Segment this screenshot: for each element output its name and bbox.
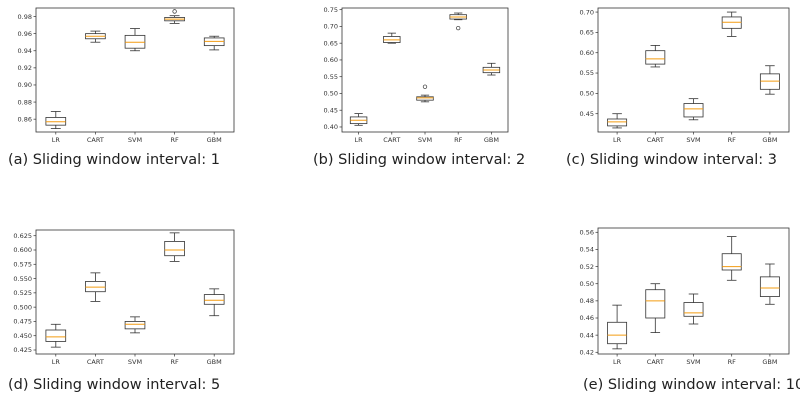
y-tick-label: 0.42 xyxy=(580,348,594,356)
plot-frame xyxy=(35,7,235,133)
y-tick-label: 0.55 xyxy=(580,69,594,77)
y-tick-label: 0.56 xyxy=(580,228,594,236)
box xyxy=(203,294,225,305)
x-tick-label: GBM xyxy=(484,136,499,144)
y-tick-label: 0.98 xyxy=(18,13,32,21)
boxplot-b: 0.40 0.45 0.50 0.55 0.60 0.65 0.70 0.75 LR CART SV… xyxy=(324,6,509,144)
x-tick-label: LR xyxy=(52,358,61,366)
x-tick-label: SVM xyxy=(686,358,700,366)
box xyxy=(759,276,780,297)
box xyxy=(164,241,185,257)
y-tick-label: 0.75 xyxy=(324,6,338,14)
x-tick-label: RF xyxy=(170,358,179,366)
y-tick-label: 0.90 xyxy=(18,81,32,89)
y-tick-label: 0.65 xyxy=(324,39,338,47)
x-tick-label: SVM xyxy=(418,136,432,144)
y-tick-label: 0.94 xyxy=(18,47,32,55)
x-tick-label: CART xyxy=(87,136,104,144)
x-tick-label: RF xyxy=(170,136,179,144)
y-tick-label: 0.450 xyxy=(13,332,32,340)
box xyxy=(124,321,146,330)
x-tick-label: RF xyxy=(728,136,737,144)
x-tick-label: RF xyxy=(728,358,737,366)
y-tick-label: 0.500 xyxy=(13,303,32,311)
y-tick-label: 0.96 xyxy=(18,30,32,38)
outlier-point xyxy=(422,84,428,89)
y-tick-label: 0.600 xyxy=(13,246,32,254)
y-tick-label: 0.625 xyxy=(13,232,32,240)
x-tick-label: GBM xyxy=(207,358,222,366)
box xyxy=(416,96,434,101)
y-tick-label: 0.92 xyxy=(18,64,32,72)
y-tick-label: 0.575 xyxy=(13,260,32,268)
box xyxy=(645,50,666,65)
x-tick-label: LR xyxy=(355,136,364,144)
caption-a: (a) Sliding window interval: 1 xyxy=(8,152,220,168)
y-tick-label: 0.48 xyxy=(580,297,594,305)
x-tick-label: RF xyxy=(454,136,463,144)
y-tick-label: 0.45 xyxy=(580,110,594,118)
y-tick-label: 0.60 xyxy=(580,49,594,57)
y-tick-label: 0.50 xyxy=(580,90,594,98)
caption-b: (b) Sliding window interval: 2 xyxy=(313,152,526,168)
y-tick-label: 0.88 xyxy=(18,98,32,106)
box xyxy=(683,302,704,317)
y-tick-label: 0.40 xyxy=(324,123,338,131)
box xyxy=(85,281,106,293)
box xyxy=(45,329,67,342)
y-tick-label: 0.50 xyxy=(580,280,594,288)
caption-c: (c) Sliding window interval: 3 xyxy=(566,152,778,168)
y-tick-label: 0.65 xyxy=(580,29,594,37)
y-tick-label: 0.475 xyxy=(13,318,32,326)
y-tick-label: 0.45 xyxy=(324,106,338,114)
boxplot-d: 0.425 0.450 0.475 0.500 0.525 0.550 0.575 0.600… xyxy=(13,229,235,366)
boxplot-a: 0.86 0.88 0.90 0.92 0.94 0.96 0.98 LR CART SVM RF G… xyxy=(18,7,235,144)
y-tick-label: 0.54 xyxy=(580,246,594,254)
x-tick-label: GBM xyxy=(762,136,777,144)
x-tick-label: CART xyxy=(383,136,400,144)
y-tick-label: 0.50 xyxy=(324,90,338,98)
boxplot-e: 0.42 0.44 0.46 0.48 0.50 0.52 0.54 0.56 LR CART SV… xyxy=(580,227,790,366)
y-tick-label: 0.86 xyxy=(18,115,32,123)
x-tick-label: LR xyxy=(613,358,622,366)
caption-e: (e) Sliding window interval: 10 xyxy=(583,377,800,393)
box xyxy=(645,289,666,319)
y-tick-label: 0.550 xyxy=(13,275,32,283)
boxplot-c: 0.45 0.50 0.55 0.60 0.65 0.70 LR CART SVM RF GBM xyxy=(580,7,790,144)
x-tick-label: CART xyxy=(647,358,664,366)
y-tick-label: 0.60 xyxy=(324,56,338,64)
box xyxy=(683,103,704,118)
box xyxy=(721,253,742,271)
y-tick-label: 0.46 xyxy=(580,314,594,322)
x-tick-label: SVM xyxy=(128,358,142,366)
y-tick-label: 0.425 xyxy=(13,346,32,354)
outlier-point xyxy=(456,25,461,31)
y-tick-label: 0.52 xyxy=(580,263,594,271)
x-tick-label: CART xyxy=(647,136,664,144)
caption-d: (d) Sliding window interval: 5 xyxy=(8,377,221,393)
x-tick-label: LR xyxy=(52,136,61,144)
y-tick-label: 0.525 xyxy=(13,289,32,297)
x-tick-label: LR xyxy=(613,136,622,144)
y-tick-label: 0.55 xyxy=(324,73,338,81)
box xyxy=(607,321,628,345)
outlier-point xyxy=(172,9,177,14)
x-tick-label: GBM xyxy=(762,358,777,366)
y-tick-label: 0.44 xyxy=(580,331,594,339)
x-tick-label: CART xyxy=(87,358,104,366)
y-tick-label: 0.70 xyxy=(580,8,594,16)
box xyxy=(607,118,628,127)
x-tick-label: SVM xyxy=(686,136,700,144)
x-tick-label: SVM xyxy=(128,136,142,144)
y-tick-label: 0.70 xyxy=(324,23,338,31)
x-tick-label: GBM xyxy=(207,136,222,144)
